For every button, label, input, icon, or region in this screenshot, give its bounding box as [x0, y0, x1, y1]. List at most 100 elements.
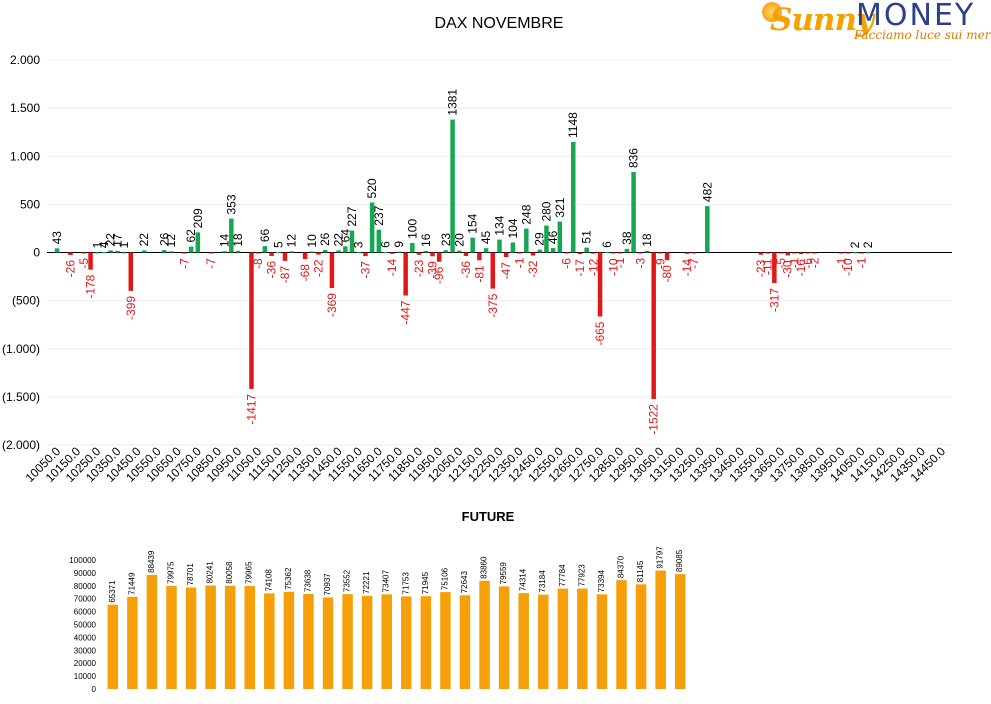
- data-label: 836: [627, 148, 641, 168]
- data-label: 64: [338, 229, 352, 243]
- data-label: -80: [660, 265, 674, 283]
- data-bar: [805, 252, 811, 254]
- data-label: -447: [399, 300, 413, 324]
- data-label: 1381: [446, 89, 460, 116]
- data-bar: [865, 252, 871, 254]
- data-bar: [416, 252, 422, 255]
- logo-tagline: Facciamo luce sui mercati: [854, 28, 991, 42]
- data-label: -36: [459, 261, 473, 279]
- data-bar: [617, 252, 623, 254]
- data-label: -81: [472, 265, 486, 283]
- future-data-label: 80241: [206, 561, 215, 584]
- data-label: 280: [539, 201, 553, 221]
- future-y-tick-label: 20000: [74, 659, 97, 668]
- future-bar: [596, 594, 608, 689]
- future-bar: [381, 594, 392, 689]
- y-tick-label: 1.000: [10, 149, 40, 163]
- data-bar: [564, 252, 569, 254]
- data-bar: [812, 252, 817, 254]
- data-label: 29: [533, 232, 547, 246]
- data-label: 4: [97, 241, 111, 248]
- data-label: -11: [761, 258, 775, 275]
- future-bar: [127, 596, 138, 689]
- data-label: -399: [124, 296, 138, 320]
- data-bar: [376, 229, 382, 253]
- data-bar: [798, 252, 804, 255]
- data-label: -17: [573, 259, 587, 277]
- data-label: -6: [560, 258, 574, 269]
- data-bar: [95, 252, 100, 254]
- data-bar: [269, 252, 274, 256]
- data-bar: [658, 252, 663, 254]
- data-label: 45: [479, 230, 493, 244]
- data-label: -26: [63, 260, 77, 278]
- future-data-label: 75362: [284, 567, 293, 590]
- future-bar: [205, 585, 216, 689]
- future-bar: [635, 584, 647, 689]
- data-label: 23: [439, 233, 453, 247]
- y-tick-label: (1.000): [2, 342, 40, 356]
- future-data-label: 91797: [656, 546, 665, 569]
- data-label: 353: [224, 194, 238, 214]
- data-label: 248: [519, 204, 533, 224]
- future-bar: [224, 585, 236, 689]
- future-data-label: 79559: [499, 562, 508, 585]
- future-data-label: 83860: [480, 556, 489, 579]
- data-bar: [309, 251, 315, 253]
- future-data-label: 77784: [558, 564, 567, 587]
- data-bar: [403, 252, 408, 296]
- data-label: 227: [345, 206, 359, 226]
- y-tick-label: 1.500: [10, 101, 40, 115]
- future-data-label: 73184: [538, 570, 547, 593]
- future-data-label: 73638: [303, 569, 312, 592]
- data-label: 16: [419, 233, 433, 247]
- data-bar: [859, 252, 864, 254]
- data-bar: [470, 237, 475, 253]
- future-y-tick-label: 70000: [74, 595, 97, 604]
- data-bar: [369, 202, 375, 253]
- data-bar: [162, 249, 167, 253]
- data-label: 26: [318, 232, 332, 246]
- data-label: -14: [385, 259, 399, 277]
- data-label: 9: [392, 241, 406, 248]
- data-label: 1: [117, 241, 131, 248]
- data-bar: [638, 252, 643, 254]
- data-bar: [81, 252, 87, 254]
- future-bar: [655, 570, 666, 689]
- data-label: -12: [586, 258, 600, 276]
- data-label: -5: [774, 258, 788, 269]
- data-label: 5: [271, 241, 285, 248]
- future-y-tick-label: 80000: [74, 582, 97, 591]
- data-bar: [852, 252, 858, 254]
- data-label: 62: [184, 229, 198, 243]
- logo-brand-right: MONEY: [856, 0, 976, 33]
- future-bar: [146, 574, 158, 689]
- data-label: -7: [687, 258, 701, 269]
- data-label: 100: [405, 219, 419, 239]
- future-data-label: 65371: [108, 580, 117, 603]
- future-y-tick-label: 100000: [69, 556, 96, 565]
- future-data-label: 88439: [147, 550, 156, 573]
- data-bar: [410, 242, 415, 253]
- data-bar: [289, 251, 294, 253]
- data-label: 22: [104, 233, 118, 247]
- future-bar: [616, 580, 627, 689]
- future-bar: [264, 593, 275, 689]
- data-bar: [101, 252, 107, 254]
- data-label: 237: [372, 205, 386, 225]
- data-bar: [624, 248, 630, 253]
- logo-brand-left: Sunny: [770, 2, 874, 38]
- data-bar: [483, 248, 489, 253]
- data-bar: [705, 206, 710, 253]
- future-bar: [459, 595, 471, 689]
- future-data-label: 75106: [440, 567, 449, 590]
- data-bar: [570, 142, 576, 253]
- y-tick-label: 500: [20, 197, 40, 211]
- y-tick-label: (1.500): [2, 390, 40, 404]
- data-bar: [302, 252, 308, 260]
- data-label: -7: [177, 258, 191, 269]
- data-bar: [758, 252, 764, 255]
- data-bar: [115, 250, 120, 253]
- data-label: 14: [218, 233, 232, 247]
- data-bar: [517, 252, 522, 254]
